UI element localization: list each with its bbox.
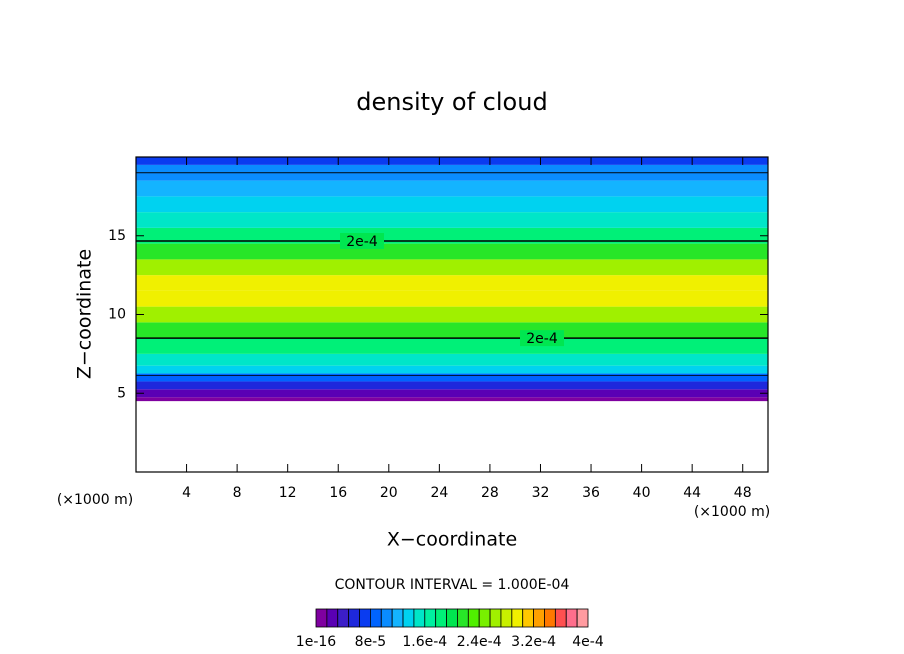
contour-band xyxy=(136,290,768,307)
x-tick-label: 16 xyxy=(329,485,347,501)
colorbar-cell xyxy=(391,608,404,628)
contour-band xyxy=(136,381,768,390)
colorbar-cell xyxy=(533,608,545,628)
contour-interval: CONTOUR INTERVAL = 1.000E-04 xyxy=(335,577,570,593)
chart-title: density of cloud xyxy=(356,88,547,116)
colorbar-cell xyxy=(446,608,458,628)
colorbar-tick-label: 8e-5 xyxy=(355,634,386,650)
y-tick-label: 15 xyxy=(108,228,126,244)
colorbar-cell xyxy=(348,608,360,628)
contour-band xyxy=(136,322,768,339)
x-tick-label: 12 xyxy=(279,485,297,501)
y-tick-label: 10 xyxy=(108,307,126,323)
colorbar-tick-label: 2.4e-4 xyxy=(457,634,502,650)
colorbar-tick-label: 3.2e-4 xyxy=(511,634,556,650)
colorbar-cell xyxy=(359,608,371,628)
x-unit: (×1000 m) xyxy=(694,504,770,520)
contour-band xyxy=(136,389,768,398)
x-tick-label: 24 xyxy=(430,485,448,501)
x-tick-label: 44 xyxy=(683,485,701,501)
contour-band xyxy=(136,275,768,291)
y-axis-label: Z−coordinate xyxy=(74,249,96,379)
x-tick-label: 32 xyxy=(532,485,550,501)
colorbar-cell xyxy=(424,608,437,628)
contour-band xyxy=(136,157,768,165)
contour-band xyxy=(136,196,768,213)
x-tick-label: 48 xyxy=(734,485,752,501)
contour-band xyxy=(136,180,768,197)
contour-band xyxy=(136,259,768,276)
x-tick-label: 28 xyxy=(481,485,499,501)
colorbar-cell xyxy=(435,608,447,628)
contour-label-bg xyxy=(520,330,564,347)
colorbar-cell xyxy=(315,608,328,628)
colorbar-cell xyxy=(478,608,491,628)
contour-label: 2e-4 xyxy=(526,331,558,347)
contour-band xyxy=(136,338,768,354)
colorbar-cell xyxy=(380,608,393,628)
x-axis-label: X−coordinate xyxy=(387,529,517,551)
colorbar-cell xyxy=(576,608,589,628)
x-tick-label: 40 xyxy=(633,485,651,501)
contour-label-bg xyxy=(340,233,384,249)
colorbar-cell xyxy=(402,608,415,628)
colorbar-cell xyxy=(544,608,556,628)
colorbar-cell xyxy=(565,608,578,628)
colorbar-cell xyxy=(522,608,534,628)
y-tick-label: 5 xyxy=(117,385,126,401)
x-tick-label: 20 xyxy=(380,485,398,501)
contour-band xyxy=(136,212,768,228)
contour-band xyxy=(136,373,768,382)
contour-band xyxy=(136,243,768,260)
colorbar-cell xyxy=(337,608,350,628)
colorbar-tick-label: 4e-4 xyxy=(572,634,604,650)
contour-band xyxy=(136,397,768,402)
y-unit: (×1000 m) xyxy=(57,492,133,508)
colorbar-cell xyxy=(413,608,426,628)
contour-band xyxy=(136,353,768,366)
colorbar-cell xyxy=(369,608,382,628)
colorbar-cell xyxy=(457,608,469,628)
colorbar-cell xyxy=(500,608,513,628)
contour-label: 2e-4 xyxy=(346,234,378,250)
colorbar-cell xyxy=(489,608,502,628)
colorbar-tick-label: 1e-16 xyxy=(296,634,336,650)
x-tick-label: 8 xyxy=(233,485,242,501)
x-tick-label: 36 xyxy=(582,485,600,501)
contour-band xyxy=(136,365,768,374)
colorbar-cell xyxy=(511,608,524,628)
colorbar-cell xyxy=(554,608,567,628)
contour-band xyxy=(136,306,768,323)
colorbar-cell xyxy=(326,608,339,628)
colorbar-cell xyxy=(467,608,480,628)
contour-band xyxy=(136,227,768,244)
x-tick-label: 4 xyxy=(182,485,191,501)
colorbar-tick-label: 1.6e-4 xyxy=(402,634,447,650)
